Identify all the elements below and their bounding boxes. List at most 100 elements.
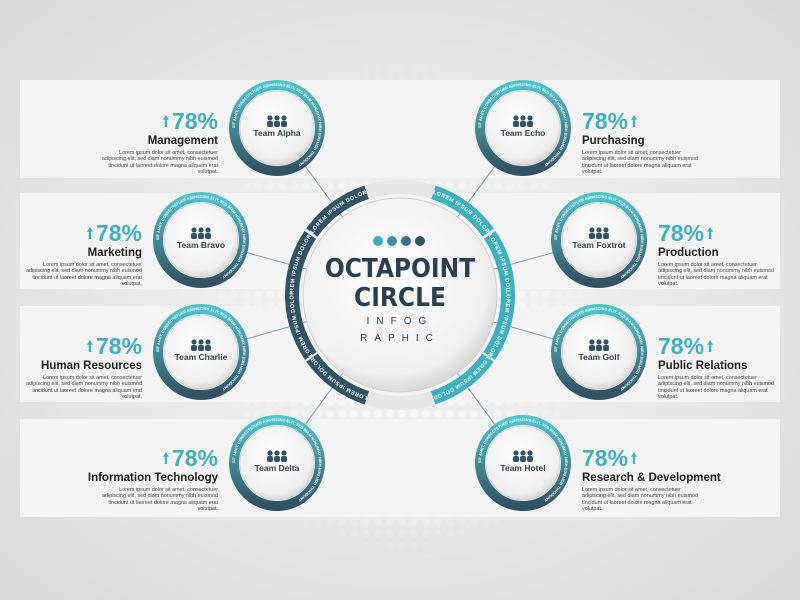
department-text: Research & Development — [582, 472, 721, 484]
icon-body — [589, 345, 595, 351]
team-info: 78% Management Lorem ipsum dolor sit ame… — [100, 108, 218, 176]
department-text: Production — [658, 247, 719, 259]
description: Lorem ipsum dolor sit amet, consectetuer… — [102, 487, 218, 513]
center-ring-segment — [285, 290, 317, 360]
icon-head — [589, 339, 595, 345]
icon-body — [513, 121, 519, 127]
icon-head — [191, 339, 197, 345]
percent-row: 78% — [100, 445, 218, 471]
percent: 78% — [171, 108, 218, 134]
percent: 78% — [171, 445, 218, 471]
arrow-icon — [86, 227, 93, 239]
icon-body — [589, 233, 595, 239]
icon-body — [198, 233, 204, 239]
arrow-icon — [631, 115, 638, 127]
node-ring — [229, 80, 325, 176]
icon-head — [520, 450, 526, 456]
node-name: Team Hotel — [500, 463, 545, 473]
icon-head — [191, 227, 197, 233]
icon-body — [596, 345, 602, 351]
band — [20, 80, 780, 178]
percent-row: 78% — [658, 220, 776, 246]
icon-body — [520, 121, 526, 127]
node-ring — [551, 192, 647, 288]
department: Research & Development — [582, 472, 721, 484]
diagram-layer: LOREM IPSUM DOLOR LOREM IPSUM DOLORLOREM … — [153, 80, 647, 511]
icon-body — [281, 121, 287, 127]
node-ring — [153, 192, 249, 288]
icon-body — [267, 121, 273, 127]
department-text: Marketing — [87, 247, 142, 259]
percent: 78% — [582, 445, 629, 471]
node-disc — [561, 202, 637, 278]
icon-head — [274, 450, 280, 456]
icon-head — [527, 115, 533, 121]
description: Lorem ipsum dolor sit amet, consectetuer… — [658, 375, 774, 401]
department-text: Public Relations — [658, 360, 748, 372]
icon-body — [520, 456, 526, 462]
node-ring — [475, 415, 571, 511]
arrow-icon — [162, 452, 169, 464]
team-info: 78% Information Technology Lorem ipsum d… — [88, 445, 218, 513]
arrow-icon — [707, 340, 714, 352]
description: Lorem ipsum dolor sit amet, consectetuer… — [102, 150, 218, 176]
center-dot — [387, 236, 397, 246]
node-disc — [561, 314, 637, 390]
icon-body — [267, 456, 273, 462]
department-text: Management — [147, 135, 218, 147]
department: Public Relations — [658, 360, 776, 372]
center-dot — [415, 236, 425, 246]
percent-row: 78% — [582, 108, 700, 134]
department: Management — [100, 135, 218, 147]
department: Purchasing — [582, 135, 700, 147]
center-disc — [302, 197, 498, 393]
icon-head — [267, 450, 273, 456]
icon-body — [513, 456, 519, 462]
percent-row: 78% — [582, 445, 700, 471]
percent-row: 78% — [24, 333, 142, 359]
node-ring — [229, 415, 325, 511]
icon-body — [603, 233, 609, 239]
icon-body — [527, 121, 533, 127]
icon-body — [527, 456, 533, 462]
icon-head — [205, 227, 211, 233]
team-info: 78% Human Resources Lorem ipsum dolor si… — [24, 333, 142, 401]
department-text: Human Resources — [41, 360, 142, 372]
icon-body — [274, 456, 280, 462]
department: Human Resources — [24, 360, 142, 372]
icon-head — [527, 450, 533, 456]
description: Lorem ipsum dolor sit amet, consectetuer… — [26, 375, 142, 401]
band — [20, 419, 780, 517]
icon-head — [603, 339, 609, 345]
icon-head — [596, 227, 602, 233]
icon-head — [281, 450, 287, 456]
percent: 78% — [95, 333, 142, 359]
icon-head — [513, 115, 519, 121]
node-disc — [485, 425, 561, 501]
percent: 78% — [658, 333, 705, 359]
icon-body — [603, 345, 609, 351]
center-dot — [401, 236, 411, 246]
department: Production — [658, 247, 776, 259]
percent: 78% — [95, 220, 142, 246]
center-ring-segment — [431, 185, 494, 237]
node-name: Team Delta — [255, 463, 300, 473]
node-disc — [163, 314, 239, 390]
team-info: 78% Public Relations Lorem ipsum dolor s… — [658, 333, 776, 401]
icon-head — [589, 227, 595, 233]
description: Lorem ipsum dolor sit amet, consectetuer… — [658, 262, 774, 288]
arrow-icon — [631, 452, 638, 464]
node-name: Team Charlie — [175, 352, 228, 362]
node-name: Team Bravo — [177, 240, 225, 250]
icon-head — [274, 115, 280, 121]
icon-body — [205, 345, 211, 351]
center-ring-segment — [430, 353, 494, 405]
department-text: Information Technology — [87, 472, 218, 484]
description: Lorem ipsum dolor sit amet, consectetuer… — [26, 262, 142, 288]
team-info: 78% Production Lorem ipsum dolor sit ame… — [658, 220, 776, 288]
center-subtitle: INFOG — [367, 316, 434, 327]
center-ring-segment — [306, 185, 369, 237]
node-disc — [163, 202, 239, 278]
